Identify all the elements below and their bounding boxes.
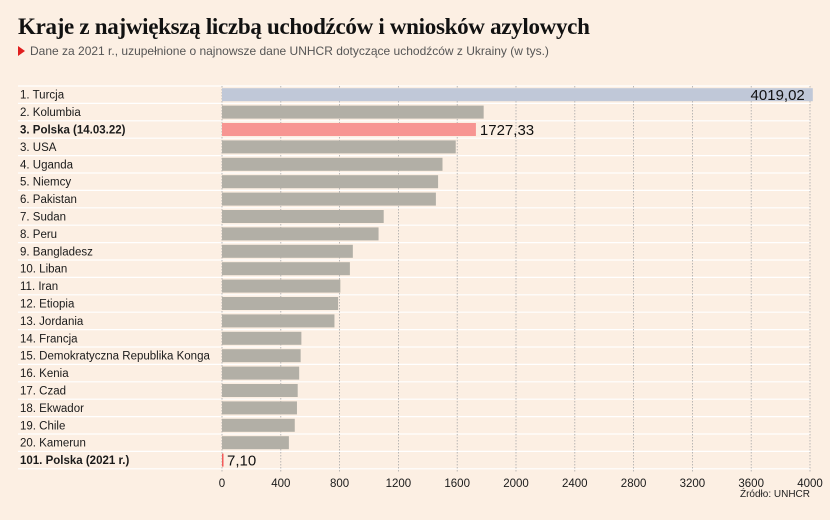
category-label: 10. Liban bbox=[20, 264, 67, 276]
x-tick-label: 1200 bbox=[386, 478, 412, 490]
bar bbox=[222, 297, 339, 310]
bar bbox=[222, 105, 484, 119]
x-tick-label: 3600 bbox=[738, 478, 764, 490]
chart-subtitle: Dane za 2021 r., uzupełnione o najnowsze… bbox=[18, 44, 549, 58]
bar bbox=[222, 401, 297, 415]
x-tick-label: 800 bbox=[330, 478, 349, 490]
category-label: 12. Etiopia bbox=[20, 299, 75, 311]
bar bbox=[222, 175, 439, 189]
red-triangle-icon bbox=[18, 46, 25, 56]
x-tick-label: 2000 bbox=[503, 478, 529, 490]
bar bbox=[222, 244, 353, 258]
data-label: 7,10 bbox=[227, 453, 256, 470]
bar bbox=[222, 88, 813, 102]
bars bbox=[222, 88, 813, 467]
category-label: 16. Kenia bbox=[20, 368, 69, 380]
category-label: 3. Polska (14.03.22) bbox=[20, 125, 126, 137]
bar bbox=[222, 384, 298, 397]
bar bbox=[222, 279, 341, 293]
source-note: Źródło: UNHCR bbox=[739, 489, 810, 500]
bar bbox=[222, 227, 379, 241]
x-tick-label: 2800 bbox=[621, 478, 647, 490]
data-label: 4019,02 bbox=[751, 87, 805, 104]
category-label: 8. Peru bbox=[20, 229, 57, 241]
x-tick-label: 2400 bbox=[562, 478, 588, 490]
x-tick-label: 400 bbox=[271, 478, 290, 490]
bar bbox=[222, 262, 350, 276]
bar bbox=[222, 210, 384, 223]
x-tick-label: 4000 bbox=[797, 478, 823, 490]
category-label: 3. USA bbox=[20, 142, 57, 154]
category-label: 6. Pakistan bbox=[20, 194, 77, 206]
data-labels: 4019,02 1727,33 7,10 bbox=[227, 87, 805, 469]
category-label: 2. Kolumbia bbox=[20, 107, 81, 119]
category-label: 17. Czad bbox=[20, 386, 66, 398]
row-separators bbox=[18, 85, 810, 470]
category-label: 15. Demokratyczna Republika Konga bbox=[20, 351, 210, 363]
bar bbox=[222, 436, 289, 450]
bar bbox=[222, 331, 302, 345]
bar bbox=[222, 418, 295, 432]
bar bbox=[222, 157, 443, 171]
chart-title: Kraje z największą liczbą uchodźców i wn… bbox=[18, 14, 590, 39]
category-label: 19. Chile bbox=[20, 420, 65, 432]
x-tick-labels: 0 400 800 1200 1600 2000 2400 2800 3200 3600 4000 bbox=[219, 478, 823, 490]
category-label: 13. Jordania bbox=[20, 316, 84, 328]
category-label: 14. Francja bbox=[20, 333, 78, 345]
category-label: 5. Niemcy bbox=[20, 177, 71, 189]
category-label: 9. Bangladesz bbox=[20, 246, 93, 258]
category-label: 11. Iran bbox=[20, 281, 58, 293]
category-label: 20. Kamerun bbox=[20, 438, 86, 450]
category-label: 7. Sudan bbox=[20, 212, 66, 224]
data-label: 1727,33 bbox=[480, 122, 534, 139]
x-tick-label: 0 bbox=[219, 478, 225, 490]
bar bbox=[222, 453, 224, 467]
bar bbox=[222, 140, 456, 154]
x-tick-label: 1600 bbox=[444, 478, 470, 490]
category-label: 101. Polska (2021 r.) bbox=[20, 455, 129, 467]
category-label: 4. Uganda bbox=[20, 159, 74, 171]
bar bbox=[222, 192, 436, 206]
bar bbox=[222, 123, 476, 136]
chart-subtitle-text: Dane za 2021 r., uzupełnione o najnowsze… bbox=[30, 44, 549, 58]
x-tick-label: 3200 bbox=[680, 478, 706, 490]
bar bbox=[222, 349, 301, 363]
category-label: 18. Ekwador bbox=[20, 403, 84, 415]
category-label: 1. Turcja bbox=[20, 90, 65, 102]
category-labels: 1. Turcja 2. Kolumbia 3. Polska (14.03.22)… bbox=[20, 90, 210, 467]
bar bbox=[222, 366, 300, 380]
bar bbox=[222, 314, 335, 328]
